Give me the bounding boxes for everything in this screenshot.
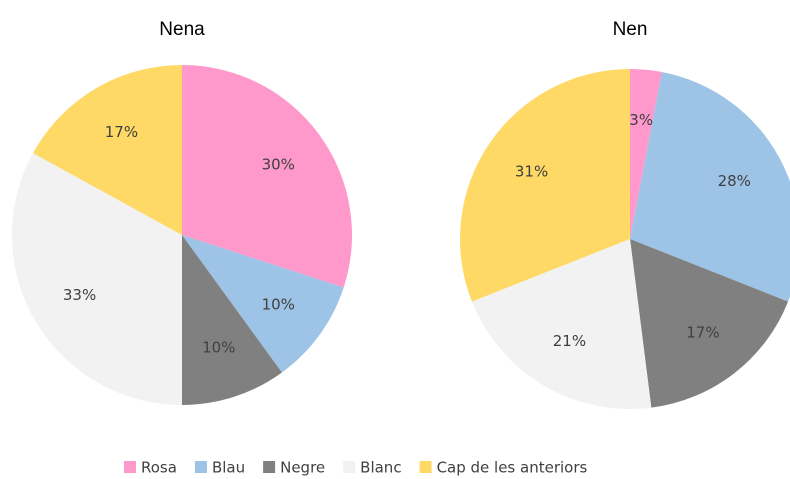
legend-swatch: [343, 461, 356, 473]
pie-slice: [182, 235, 344, 373]
chart-title: Nena: [159, 19, 205, 40]
slice-label: 3%: [629, 111, 653, 129]
legend-swatch: [124, 461, 136, 473]
slice-label: 31%: [515, 163, 548, 181]
pie-slice: [459, 69, 630, 302]
slice-label: 30%: [262, 156, 295, 174]
pie-slice: [471, 239, 652, 409]
legend-label: Blanc: [360, 459, 401, 477]
legend-swatch: [194, 461, 207, 473]
pie-slice: [33, 65, 182, 235]
slice-label: 10%: [262, 295, 295, 313]
legend-label: Cap de les anteriors: [437, 459, 588, 477]
pie-slice: [11, 153, 183, 405]
pie-slice: [630, 72, 790, 302]
pie-slice: [182, 235, 282, 405]
slice-label: 10%: [202, 339, 235, 357]
legend-label: Blau: [212, 459, 245, 477]
slice-label: 17%: [105, 123, 138, 141]
pie-slice: [630, 69, 662, 239]
pie-slice: [630, 239, 789, 408]
slice-label: 21%: [553, 332, 586, 350]
slice-label: 28%: [718, 172, 751, 190]
legend-label: Rosa: [141, 459, 177, 477]
legend-label: Negre: [280, 459, 325, 477]
chart-title: Nen: [613, 19, 648, 40]
slice-label: 33%: [63, 286, 96, 304]
legend-swatch: [263, 461, 276, 473]
slice-label: 17%: [686, 324, 719, 342]
legend-swatch: [419, 461, 432, 473]
pie-slice: [182, 65, 352, 288]
